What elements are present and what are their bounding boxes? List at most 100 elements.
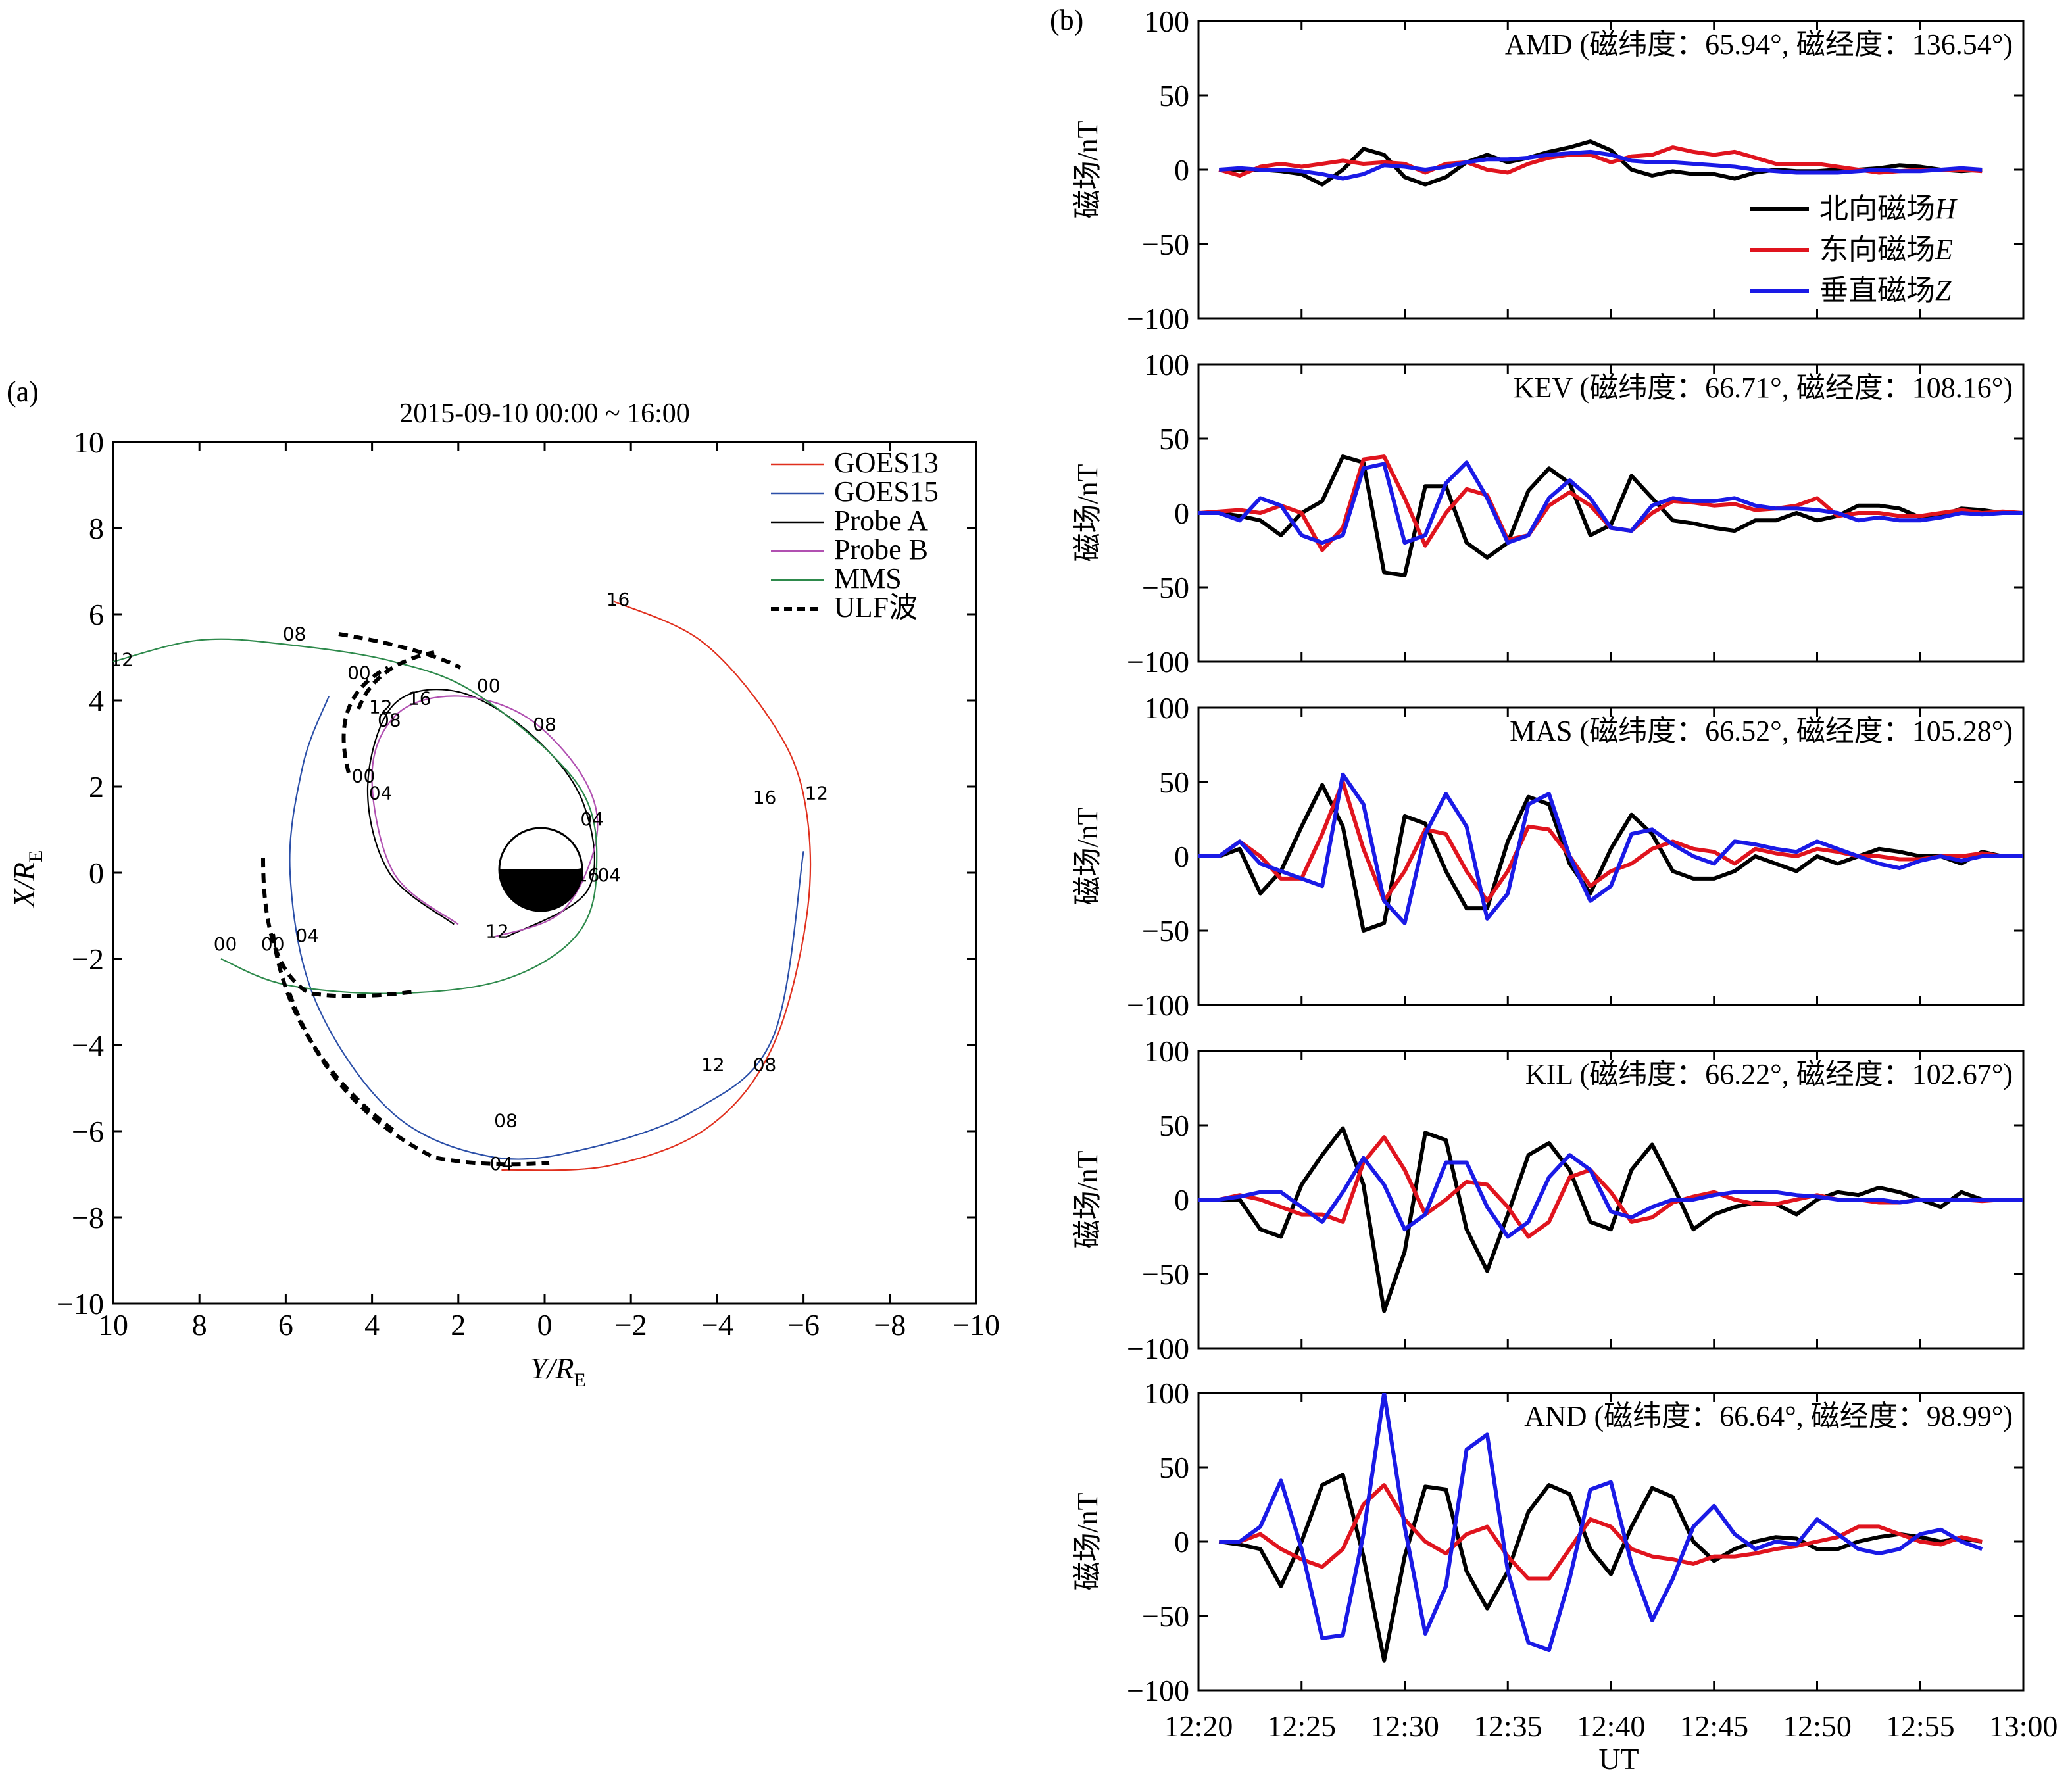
- series-lines: [1198, 454, 2023, 577]
- panel-a-x-axis-label: Y/RE: [530, 1352, 586, 1391]
- legend-label: MMS: [834, 562, 902, 595]
- y-tick-label: 100: [1144, 348, 1189, 381]
- panel-b-x-ticks: 12:20 12:25 12:30 12:35 12:40 12:45 12:50 12:55…: [1164, 1709, 2058, 1743]
- x-tick-label: 4: [364, 1308, 380, 1342]
- series-line-e: [1218, 145, 1983, 178]
- series-line-e: [1198, 780, 2023, 903]
- series-line-h: [1218, 1473, 1983, 1663]
- y-tick-label: 100: [1144, 1035, 1189, 1068]
- y-tick-label: 100: [1144, 5, 1189, 38]
- panel-a-y-axis-label: X/RE: [7, 850, 47, 909]
- orbit-time-label: 16: [408, 688, 432, 710]
- orbit-time-label: 16: [753, 787, 777, 808]
- orbit-time-label: 00: [261, 933, 285, 955]
- x-tick-label: 12:35: [1473, 1709, 1542, 1743]
- y-tick-label: −50: [1142, 571, 1189, 604]
- y-tick-label: 0: [1174, 840, 1189, 873]
- y-tick-label: 10: [74, 426, 104, 459]
- y-tick-label: −4: [72, 1029, 104, 1062]
- svg-text:X/RE: X/RE: [7, 850, 47, 909]
- legend-label-text: 垂直磁场: [1819, 274, 1935, 306]
- orbit-time-label: 12: [485, 920, 509, 942]
- series-line-z: [1219, 1393, 1983, 1652]
- x-tick-label: 12:25: [1267, 1709, 1336, 1743]
- y-tick-label: 0: [1174, 1183, 1189, 1217]
- x-tick-label: 12:20: [1164, 1709, 1233, 1743]
- legend-label-italic: Z: [1935, 274, 1952, 306]
- orbit-time-label: 12: [804, 783, 828, 804]
- y-tick-label: −100: [1127, 1332, 1189, 1365]
- ulf-arc-5: [271, 933, 396, 1133]
- x-tick-label: −8: [874, 1308, 906, 1342]
- orbit-time-label: 16: [606, 589, 630, 610]
- orbit-time-label: 00: [214, 933, 237, 955]
- station-title: KIL (磁纬度：66.22°, 磁经度：102.67°): [1525, 1058, 2013, 1090]
- station-panel: 100 50 0 −50 −100 磁场/nT KIL (磁纬度：66.22°, 磁经度：1…: [1072, 1035, 2025, 1365]
- y-tick-label: −100: [1127, 1674, 1189, 1707]
- y-tick-label: 50: [1159, 1451, 1189, 1484]
- orbit-time-label: 08: [378, 709, 401, 731]
- panel-a-y-axis-text: X/R: [7, 862, 41, 909]
- legend-label: ULF波: [834, 591, 918, 623]
- orbit-plot: (a) 2015-09-10 00:00 ~ 16:00 10 8 6 4 2 0 −2 −4…: [7, 376, 1000, 1391]
- orbit-time-label: 04: [580, 808, 604, 830]
- legend-label: 北向磁场H: [1819, 193, 1958, 225]
- y-tick-label: 50: [1159, 79, 1189, 112]
- legend-label: GOES13: [834, 447, 939, 479]
- orbit-time-label: 00: [352, 765, 376, 787]
- ulf-arc-2: [357, 650, 435, 710]
- orbit-time-label: 12: [369, 696, 393, 718]
- y-tick-label: 0: [1174, 497, 1189, 530]
- legend-label: GOES15: [834, 475, 939, 508]
- earth-icon: [498, 827, 583, 912]
- x-tick-label: −4: [701, 1308, 733, 1342]
- ulf-arc-3: [341, 666, 389, 773]
- x-tick-label: 12:55: [1886, 1709, 1955, 1743]
- y-tick-label: 50: [1159, 1109, 1189, 1142]
- x-tick-label: −6: [787, 1308, 820, 1342]
- legend-label-italic: E: [1935, 233, 1953, 266]
- station-title: AMD (磁纬度：65.94°, 磁经度：136.54°): [1505, 28, 2013, 61]
- y-tick-label: −8: [72, 1201, 104, 1234]
- orbit-time-labels: 1612080400161208040016080004120008120416…: [110, 589, 828, 1175]
- station-title: MAS (磁纬度：66.52°, 磁经度：105.28°): [1510, 715, 2013, 747]
- panel-a-x-axis-text: Y/R: [530, 1352, 574, 1385]
- orbit-time-label: 08: [494, 1109, 518, 1131]
- panel-b-label: (b): [1050, 4, 1083, 36]
- panel-a-y-axis-subscript: E: [25, 850, 47, 862]
- series-line-h: [1198, 1126, 2023, 1313]
- panel-b-x-axis-label: UT: [1598, 1742, 1639, 1776]
- y-axis-label: 磁场/nT: [1072, 120, 1104, 218]
- series-line-z: [1198, 772, 2023, 925]
- orbit-time-label: 08: [533, 714, 556, 735]
- y-tick-label: −100: [1127, 645, 1189, 679]
- series-lines: [1198, 772, 2023, 933]
- panel-a-y-ticks: 10 8 6 4 2 0 −2 −4 −6 −8 −10: [57, 426, 976, 1321]
- panel-a-label: (a): [7, 376, 39, 408]
- y-tick-label: −6: [72, 1115, 104, 1148]
- orbit-time-label: 08: [753, 1054, 777, 1075]
- legend-label-italic: H: [1935, 193, 1958, 225]
- x-tick-label: 12:40: [1577, 1709, 1646, 1743]
- orbit-time-label: 04: [490, 1153, 514, 1175]
- legend-label: Probe A: [834, 504, 928, 537]
- legend-label: 垂直磁场Z: [1819, 274, 1952, 306]
- magnetometer-panels: (b) 100 50 0 −50 −100 磁场/nT AMD (磁纬度：65.94°, 磁…: [1050, 4, 2058, 1776]
- y-tick-label: −2: [72, 942, 104, 976]
- ulf-arc-4: [261, 858, 415, 998]
- y-tick-label: 100: [1144, 1377, 1189, 1410]
- station-title: AND (磁纬度：66.64°, 磁经度：98.99°): [1524, 1400, 2013, 1432]
- x-tick-label: −10: [952, 1308, 1000, 1342]
- series-line-z: [1198, 460, 2023, 545]
- y-axis-label: 磁场/nT: [1072, 807, 1104, 905]
- y-tick-label: 0: [1174, 1525, 1189, 1559]
- orbit-line-goes13: [501, 600, 812, 1171]
- series-lines: [1218, 1393, 1983, 1663]
- y-tick-label: 50: [1159, 422, 1189, 456]
- x-tick-label: 6: [278, 1308, 293, 1342]
- x-tick-label: 12:45: [1679, 1709, 1748, 1743]
- y-tick-label: −100: [1127, 988, 1189, 1022]
- x-tick-label: 13:00: [1989, 1709, 2058, 1743]
